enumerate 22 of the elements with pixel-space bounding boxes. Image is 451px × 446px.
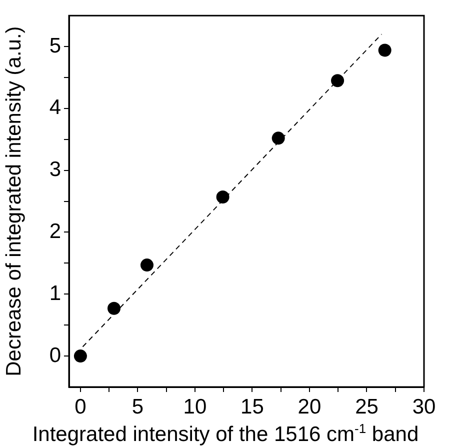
x-tick-label: 20: [298, 395, 322, 418]
point: [216, 190, 230, 204]
x-tick-label: 10: [183, 395, 207, 418]
y-tick-label: 0: [49, 344, 61, 367]
x-tick-label: 0: [74, 395, 86, 418]
x-axis-title: Integrated intensity of the 1516 cm$^{-1}$ band: [31, 421, 420, 446]
y-tick-label: 3: [49, 158, 61, 182]
y-tick-label: 2: [49, 220, 61, 244]
point: [108, 302, 121, 315]
point: [272, 132, 285, 145]
y-axis-title: Decrease of integrated intensity (a.u.): [2, 26, 26, 376]
point: [74, 350, 87, 363]
y-tick-label: 1: [49, 282, 61, 305]
x-tick-label: 15: [240, 395, 264, 418]
point: [140, 258, 154, 272]
point: [378, 44, 392, 57]
x-tick-label: 5: [132, 395, 144, 418]
y-tick-label: 4: [49, 96, 62, 120]
y-tick-label: 5: [49, 34, 61, 58]
point: [331, 74, 344, 88]
x-tick-label: 25: [355, 395, 378, 418]
x-tick-label: 30: [412, 395, 436, 418]
